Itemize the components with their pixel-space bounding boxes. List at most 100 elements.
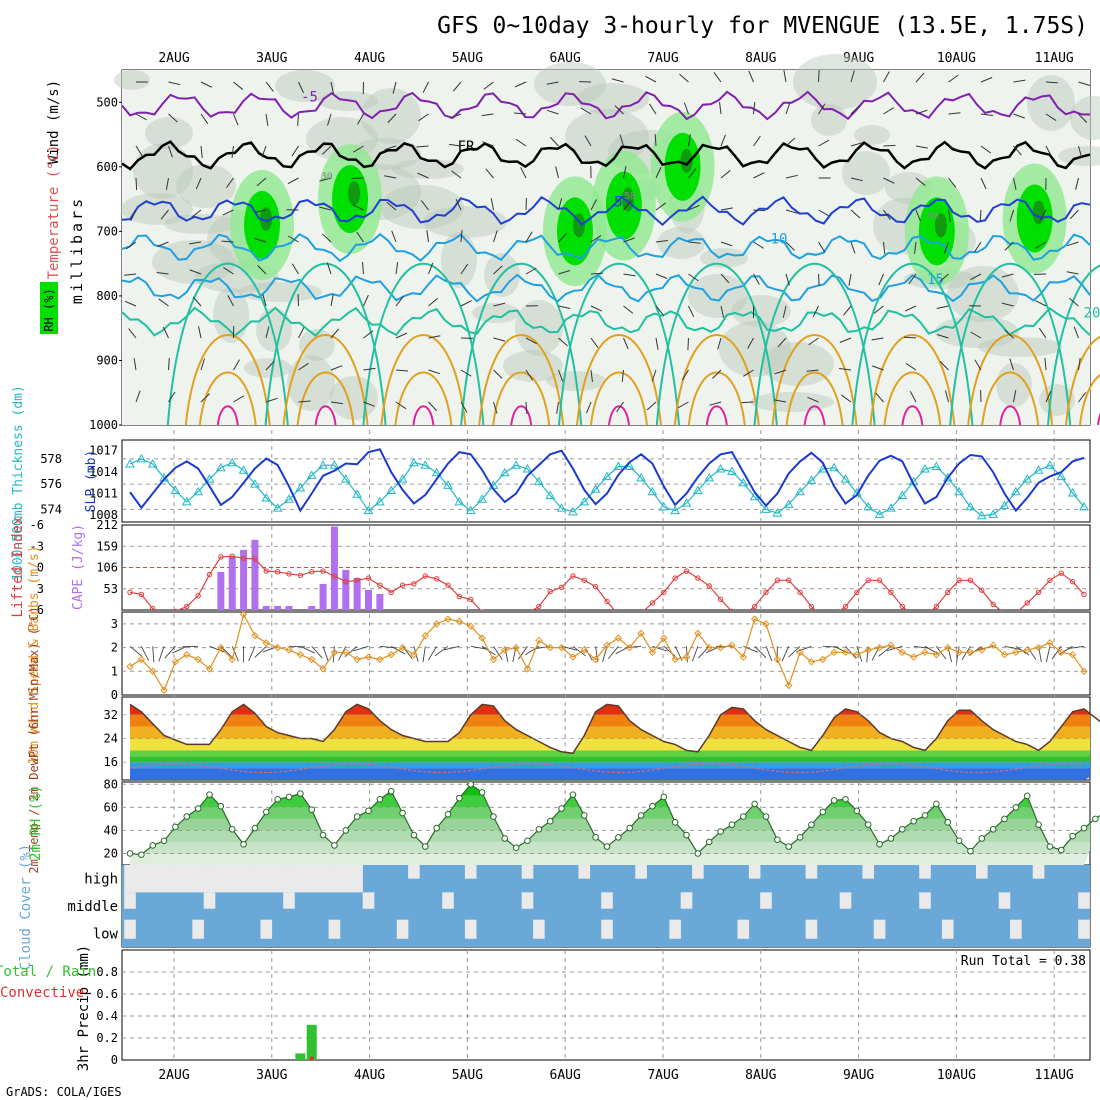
cloud-row-label: high [84, 872, 118, 888]
date-label-top: 9AUG [843, 51, 874, 66]
warm-isotherm [198, 371, 257, 426]
wind-barb [1045, 81, 1059, 84]
rh-color-band [130, 830, 1090, 842]
thickness-point [568, 506, 578, 516]
thickness-point [658, 501, 669, 511]
wind-barb [590, 199, 598, 211]
rh2m-point [944, 819, 952, 826]
wind-barb [525, 231, 533, 243]
wind-barb [840, 394, 852, 403]
wind-barb [420, 200, 429, 211]
wind-barb [135, 177, 138, 191]
cloud-clear-gap [521, 892, 534, 909]
wind10m-point [455, 617, 464, 626]
wind-barb [418, 113, 429, 122]
thickness-point [181, 496, 192, 506]
warm-isotherm [575, 334, 662, 426]
wind-barb [655, 337, 659, 350]
wind-barb [590, 272, 604, 275]
wind-barb [688, 204, 700, 211]
thickness-tick-label: 574 [40, 502, 62, 516]
li-point [468, 596, 474, 603]
wind-barb [785, 209, 798, 214]
wind-barb [905, 363, 917, 371]
rh-contour-label: 60 [927, 210, 939, 221]
li-point [672, 575, 678, 581]
rh2m-point [353, 813, 361, 820]
wind-barb [753, 209, 766, 212]
wind-barb [221, 240, 234, 243]
temp-bands [130, 704, 1090, 780]
cape-bar [262, 605, 270, 610]
rh2m-point [183, 813, 191, 820]
wind-barb [871, 337, 884, 341]
wind-barb [322, 145, 332, 155]
cloud-clear-gap [442, 892, 454, 909]
wind10m-barb [1045, 646, 1051, 663]
thickness-point [976, 510, 987, 520]
wind10m-barb [129, 645, 143, 657]
cloud-clear-gap [169, 865, 182, 893]
wind10m-point [319, 665, 327, 673]
thickness-point [681, 498, 692, 507]
li-point [173, 608, 178, 610]
wind10m-point [841, 648, 850, 657]
wind10m-point [285, 646, 293, 654]
thickness-point [204, 474, 215, 483]
wind10m-line [129, 612, 1085, 692]
temp-axis-label: 2m Temp / 2m DewPt (6hr Min/Max) (°C) [27, 606, 41, 873]
wind-barb [198, 326, 202, 339]
rh-shading [688, 274, 748, 318]
li-point [923, 613, 927, 617]
wind-barb [688, 168, 697, 179]
rh-color-band [130, 818, 1090, 831]
wind-barb [818, 209, 830, 217]
thickness-point [215, 462, 226, 472]
li-point [1081, 591, 1087, 598]
wind-barb [848, 273, 852, 286]
wind-barb [839, 368, 852, 371]
thickness-point [250, 479, 260, 488]
wind-barb [135, 145, 143, 157]
wind-barb [785, 102, 791, 115]
li-point [706, 583, 712, 589]
wind-barb [514, 112, 527, 115]
wind-barb [558, 369, 564, 382]
cape-bar [251, 539, 259, 610]
wind-barb [261, 145, 267, 158]
wind-barb [915, 109, 928, 115]
wind-barb [231, 145, 234, 158]
rh-shading [423, 206, 507, 238]
wind-barb [330, 401, 343, 405]
wind-barb [361, 262, 364, 275]
wind-barb [875, 392, 884, 403]
wind-barb [428, 262, 434, 275]
li-point [263, 568, 269, 574]
cloud-clear-gap [317, 865, 329, 893]
wind-barb [850, 142, 863, 147]
rh2m-point [160, 837, 168, 845]
warm-isotherm [785, 371, 844, 426]
wind-barb [392, 81, 397, 94]
li-point [536, 603, 542, 610]
li-point [309, 569, 315, 575]
wind10m-axis-label: 10m Wind Speed & Barbs (m/s) [27, 545, 42, 764]
li-point [274, 569, 281, 575]
wind-legend-label: Wind (m/s) [46, 80, 62, 164]
wind-barb [192, 296, 202, 307]
date-label-top: 4AUG [354, 51, 385, 66]
wind10m-point [637, 629, 645, 638]
li-point [162, 613, 166, 617]
li-point [1024, 600, 1030, 606]
rh2m-point [1023, 792, 1031, 800]
wind-barb [818, 69, 820, 83]
rh-shading [947, 266, 1019, 322]
rh2m-point [251, 824, 259, 832]
wind-barb [156, 272, 169, 275]
wind-barb [200, 145, 203, 158]
wind-barb [1013, 390, 1017, 403]
wind-barb [515, 138, 527, 147]
thickness-point [556, 503, 567, 512]
wind-barb [1073, 326, 1079, 339]
thickness-point [170, 485, 181, 494]
